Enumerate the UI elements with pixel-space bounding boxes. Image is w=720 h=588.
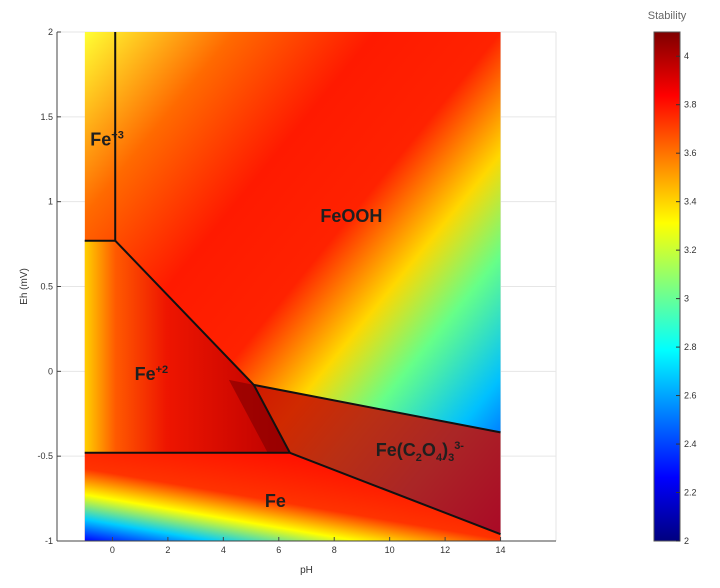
colorbar-tick-label: 2.8: [684, 342, 697, 352]
field-fe2: [84, 240, 290, 453]
region-label: FeOOH: [320, 206, 382, 226]
boundary-line: [253, 383, 501, 434]
region-label-part: 4: [436, 452, 443, 464]
y-tick-label: -1: [45, 536, 53, 546]
region-label: Fe+2: [135, 364, 169, 384]
colorbar-tick-label: 2.4: [684, 439, 697, 449]
region-label: Fe(C2O4)33-: [376, 440, 465, 464]
field-fe: [84, 452, 501, 541]
x-tick-label: 12: [440, 545, 450, 555]
phase-boundaries: [84, 32, 501, 536]
field-oxalate: [253, 384, 501, 535]
x-tick-label: 10: [385, 545, 395, 555]
x-tick-label: 14: [496, 545, 506, 555]
colorbar-tick-label: 2: [684, 536, 689, 546]
region-label-part: ): [442, 440, 448, 460]
colorbar-tick-label: 3.2: [684, 245, 697, 255]
region-label-part: Fe: [265, 491, 286, 511]
colorbar-tick-label: 4: [684, 51, 689, 61]
x-tick-label: 0: [110, 545, 115, 555]
field-dark-core: [228, 379, 290, 453]
heatmap-fields: [84, 32, 501, 541]
axes: 0 2 4 6 8 10 12 14 -1 -0.5 0 0.5 1 1.5 2 pH Eh (mV): [19, 27, 556, 576]
colorbar-tick-label: 2.6: [684, 391, 697, 401]
region-label-part: +3: [111, 130, 124, 142]
colorbar-bar: [653, 31, 681, 542]
region-label-part: 3: [448, 452, 454, 464]
y-tick-label: 0.5: [40, 282, 53, 292]
region-label-part: Fe(C: [376, 440, 416, 460]
colorbar: 2 2.2 2.4 2.6 2.8 3 3.2 3.4 3.6 3.8 4 Stability: [648, 10, 697, 546]
boundary-line: [114, 239, 255, 386]
x-tick-label: 8: [332, 545, 337, 555]
x-tick-label: 2: [165, 545, 170, 555]
y-axis-label: Eh (mV): [19, 268, 30, 305]
boundary-line: [252, 384, 291, 454]
y-tick-label: 0: [48, 366, 53, 376]
region-label-part: Fe: [90, 130, 111, 150]
y-tick-label: 1: [48, 197, 53, 207]
colorbar-tick-label: 3.8: [684, 100, 697, 110]
region-label-part: 3-: [454, 440, 464, 452]
region-label: Fe: [265, 491, 286, 511]
x-tick-label: 4: [221, 545, 226, 555]
colorbar-tick-label: 3.4: [684, 197, 697, 207]
y-tick-label: 2: [48, 27, 53, 37]
region-label: Fe+3: [90, 130, 124, 150]
colorbar-tick-label: 3.6: [684, 148, 697, 158]
region-label-part: O: [422, 440, 436, 460]
y-tick-label: 1.5: [40, 112, 53, 122]
colorbar-title: Stability: [648, 10, 687, 22]
region-label-part: Fe: [135, 364, 156, 384]
boundary-line: [289, 451, 501, 536]
region-label-part: FeOOH: [320, 206, 382, 226]
colorbar-tick-label: 2.2: [684, 488, 697, 498]
colorbar-tick-label: 3: [684, 294, 689, 304]
region-label-part: +2: [156, 364, 169, 376]
region-label-part: 2: [416, 452, 422, 464]
x-tick-label: 6: [276, 545, 281, 555]
y-tick-label: -0.5: [37, 451, 53, 461]
x-axis-label: pH: [300, 565, 313, 576]
